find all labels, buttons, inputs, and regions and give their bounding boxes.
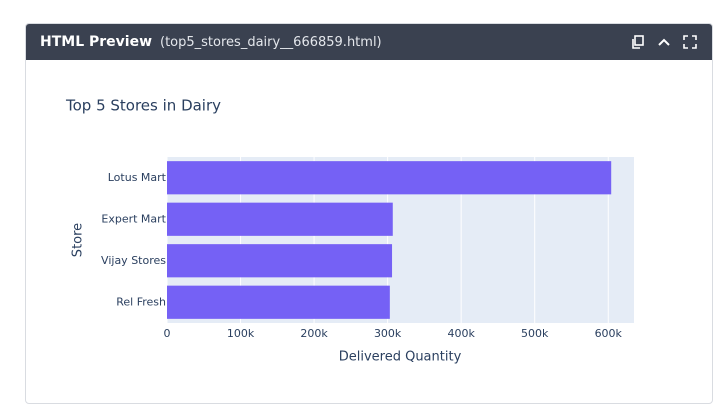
bar <box>167 285 390 319</box>
x-tick-label: 0 <box>164 327 171 340</box>
x-axis-title: Delivered Quantity <box>339 350 462 365</box>
x-tick-label: 400k <box>447 327 475 340</box>
header-icons <box>630 34 698 50</box>
chart-title: Top 5 Stores in Dairy <box>65 97 221 115</box>
x-tick-label: 300k <box>374 327 402 340</box>
x-tick-label: 200k <box>300 327 328 340</box>
bar <box>167 161 612 195</box>
file-name: (top5_stores_dairy__666859.html) <box>160 34 382 50</box>
y-axis-title: Store <box>71 223 86 257</box>
x-tick-label: 100k <box>227 327 255 340</box>
y-tick-label: Rel Fresh <box>116 295 166 308</box>
y-tick-label: Vijay Stores <box>101 254 166 267</box>
bar <box>167 202 393 236</box>
fullscreen-button[interactable] <box>682 34 698 50</box>
panel-title: HTML Preview <box>40 34 153 50</box>
y-tick-label: Lotus Mart <box>108 171 167 184</box>
x-tick-label: 500k <box>521 327 549 340</box>
x-tick-label: 600k <box>595 327 623 340</box>
panel-header: HTML Preview (top5_stores_dairy__666859.… <box>26 24 712 60</box>
copy-button[interactable] <box>630 34 646 50</box>
collapse-button[interactable] <box>656 34 672 50</box>
bar <box>167 244 393 278</box>
y-tick-label: Expert Mart <box>101 212 166 225</box>
